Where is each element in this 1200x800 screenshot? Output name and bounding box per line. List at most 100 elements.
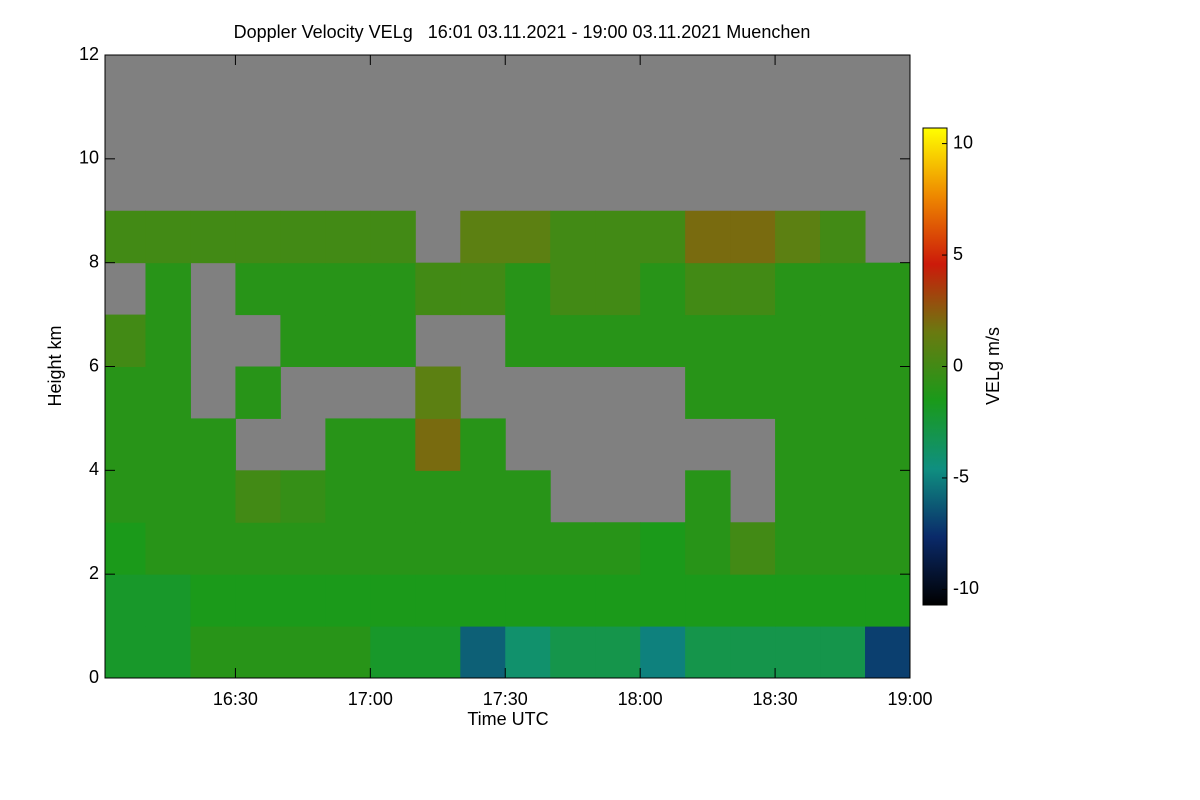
- heatmap-cell: [280, 470, 326, 523]
- heatmap-cell: [460, 626, 506, 678]
- heatmap-cell: [775, 366, 821, 419]
- heatmap-cell: [550, 522, 596, 575]
- heatmap-cell: [550, 626, 596, 678]
- heatmap-cell: [820, 262, 866, 316]
- heatmap-cell: [370, 470, 416, 523]
- heatmap-cell: [550, 210, 596, 264]
- heatmap-cell: [640, 626, 686, 678]
- y-tick-label: 4: [89, 459, 99, 479]
- heatmap-cell: [640, 314, 686, 367]
- heatmap-cell: [325, 574, 371, 627]
- heatmap-cell: [865, 366, 910, 419]
- heatmap-cell: [105, 470, 146, 523]
- heatmap-cell: [105, 366, 146, 419]
- y-tick-label: 10: [79, 148, 99, 168]
- colorbar-tick-label: 10: [953, 132, 973, 152]
- x-tick-label: 18:00: [618, 689, 663, 709]
- x-tick-label: 19:00: [887, 689, 932, 709]
- heatmap-cell: [415, 366, 461, 419]
- heatmap-cell: [280, 574, 326, 627]
- heatmap-cell: [145, 574, 191, 627]
- heatmap-cell: [550, 574, 596, 627]
- heatmap-cell: [685, 210, 731, 264]
- heatmap-cell: [505, 522, 551, 575]
- heatmap-cell: [820, 470, 866, 523]
- heatmap-cell: [865, 262, 910, 316]
- heatmap-cell: [775, 262, 821, 316]
- heatmap-cell: [145, 418, 191, 471]
- colorbar-tick-label: -10: [953, 578, 979, 598]
- heatmap-cell: [415, 470, 461, 523]
- heatmap-cell: [820, 522, 866, 575]
- heatmap-cell: [505, 210, 551, 264]
- heatmap-cell: [595, 626, 641, 678]
- plot-area: [105, 55, 910, 678]
- heatmap-cell: [865, 470, 910, 523]
- heatmap-cell: [775, 626, 821, 678]
- heatmap-cell: [505, 470, 551, 523]
- heatmap-cell: [685, 262, 731, 316]
- chart-title: Doppler Velocity VELg 16:01 03.11.2021 -…: [234, 22, 811, 42]
- heatmap-cell: [235, 470, 281, 523]
- heatmap-cell: [190, 574, 236, 627]
- heatmap-cell: [775, 574, 821, 627]
- heatmap-cell: [235, 262, 281, 316]
- colorbar-tick-label: -5: [953, 467, 969, 487]
- heatmap-cell: [325, 626, 371, 678]
- heatmap-cell: [640, 522, 686, 575]
- heatmap-cell: [145, 314, 191, 367]
- heatmap-cell: [730, 366, 776, 419]
- heatmap-cell: [595, 574, 641, 627]
- x-axis-label: Time UTC: [467, 709, 548, 729]
- heatmap-cell: [415, 262, 461, 316]
- heatmap-cell: [730, 626, 776, 678]
- heatmap-cell: [775, 210, 821, 264]
- heatmap-cell: [235, 574, 281, 627]
- colorbar-tick-label: 5: [953, 244, 963, 264]
- heatmap-cell: [865, 574, 910, 627]
- colorbar-tick-label: 0: [953, 355, 963, 375]
- y-tick-label: 6: [89, 355, 99, 375]
- heatmap-cell: [235, 366, 281, 419]
- heatmap-cell: [370, 210, 416, 264]
- heatmap-cell: [595, 210, 641, 264]
- heatmap-cell: [730, 314, 776, 367]
- heatmap-cell: [685, 574, 731, 627]
- heatmap-cell: [505, 314, 551, 367]
- heatmap-cell: [145, 262, 191, 316]
- heatmap-cell: [460, 574, 506, 627]
- heatmap-cell: [325, 418, 371, 471]
- heatmap-cell: [415, 522, 461, 575]
- y-axis-label: Height km: [45, 325, 65, 406]
- heatmap-cell: [865, 314, 910, 367]
- heatmap-cell: [280, 522, 326, 575]
- heatmap-cell: [325, 522, 371, 575]
- heatmap-cell: [415, 418, 461, 471]
- heatmap-cell: [685, 522, 731, 575]
- heatmap-cell: [325, 210, 371, 264]
- heatmap-cell: [280, 210, 326, 264]
- heatmap-cell: [730, 262, 776, 316]
- heatmap-cell: [685, 626, 731, 678]
- heatmap-cell: [820, 366, 866, 419]
- heatmap-cell: [280, 262, 326, 316]
- y-tick-label: 8: [89, 251, 99, 271]
- heatmap-cell: [235, 522, 281, 575]
- heatmap-cell: [325, 314, 371, 367]
- heatmap-cell: [595, 522, 641, 575]
- x-tick-label: 17:00: [348, 689, 393, 709]
- heatmap-cell: [145, 210, 191, 264]
- heatmap-cell: [505, 262, 551, 316]
- x-tick-label: 17:30: [483, 689, 528, 709]
- heatmap-cell: [145, 470, 191, 523]
- heatmap-cell: [105, 574, 146, 627]
- heatmap-cell: [775, 314, 821, 367]
- heatmap-cell: [865, 626, 910, 678]
- heatmap-cell: [820, 210, 866, 264]
- heatmap-cell: [370, 522, 416, 575]
- heatmap-cell: [775, 418, 821, 471]
- heatmap-cell: [145, 626, 191, 678]
- heatmap-cell: [685, 314, 731, 367]
- heatmap-cell: [550, 314, 596, 367]
